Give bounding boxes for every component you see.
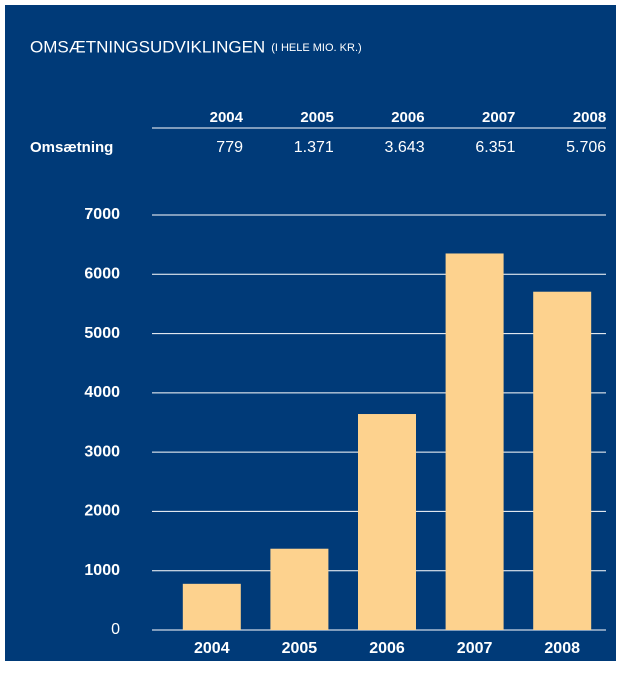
- bar: [358, 414, 416, 630]
- table-value: 6.351: [475, 139, 515, 156]
- table-header-year: 2005: [300, 109, 333, 126]
- chart-subtitle: (I HELE MIO. KR.): [271, 42, 361, 54]
- bar: [182, 583, 241, 630]
- y-tick-label: 7000: [84, 206, 120, 223]
- y-tick-label: 1000: [84, 562, 120, 579]
- bar: [533, 291, 592, 630]
- table-header-year: 2008: [573, 109, 606, 126]
- y-tick-label: 0: [111, 621, 120, 638]
- y-tick-label: 4000: [84, 384, 120, 401]
- x-tick-label: 2006: [369, 640, 405, 657]
- bar: [270, 548, 329, 630]
- table-header-year: 2004: [210, 109, 244, 126]
- table-row-label: Omsætning: [30, 139, 113, 156]
- x-tick-label: 2008: [544, 640, 580, 657]
- table-value: 779: [216, 139, 243, 156]
- table-header-year: 2006: [391, 109, 424, 126]
- table-value: 5.706: [566, 139, 606, 156]
- y-tick-label: 3000: [84, 443, 120, 460]
- table-value: 1.371: [294, 139, 334, 156]
- y-tick-label: 5000: [84, 325, 120, 342]
- chart-title: OMSÆTNINGSUDVIKLINGEN: [30, 37, 265, 56]
- x-tick-label: 2004: [194, 640, 230, 657]
- y-tick-label: 2000: [84, 503, 120, 520]
- y-tick-label: 6000: [84, 266, 120, 283]
- bar: [445, 253, 504, 630]
- table-header-year: 2007: [482, 109, 515, 126]
- x-tick-label: 2005: [282, 640, 318, 657]
- x-tick-label: 2007: [457, 640, 493, 657]
- table-value: 3.643: [385, 139, 425, 156]
